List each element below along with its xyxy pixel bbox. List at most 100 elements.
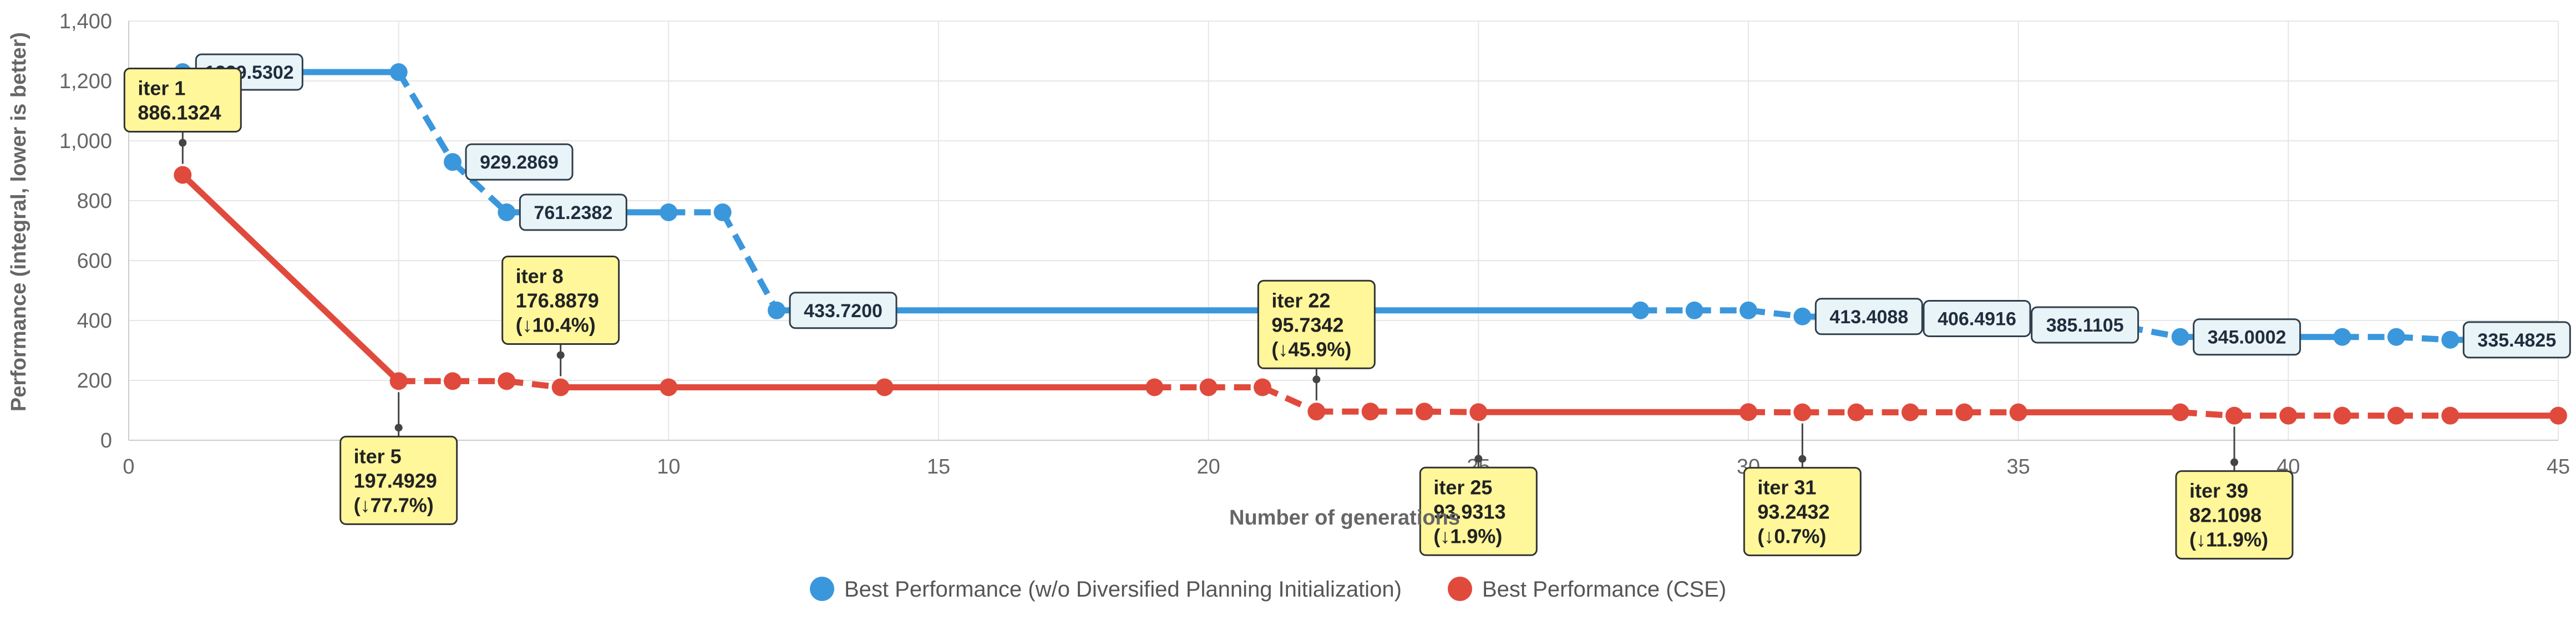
annotation-dot (1312, 375, 1321, 384)
data-point (2171, 328, 2189, 346)
legend: Best Performance (w/o Diversified Planni… (810, 577, 1726, 602)
legend-label: Best Performance (CSE) (1482, 577, 1726, 602)
legend-label: Best Performance (w/o Diversified Planni… (844, 577, 1402, 602)
legend-item[interactable]: Best Performance (CSE) (1448, 577, 1726, 602)
x-tick-label: 45 (2547, 455, 2570, 479)
annotation-text: (↓1.9%) (1433, 525, 1502, 547)
legend-swatch (1448, 577, 1472, 601)
data-point (1199, 378, 1218, 396)
data-point (2009, 403, 2027, 421)
data-point (1901, 403, 1919, 421)
data-point (1740, 403, 1757, 421)
series-line-segment (450, 160, 509, 215)
data-point (1361, 403, 1380, 421)
x-tick-label: 20 (1197, 455, 1220, 479)
data-point (444, 153, 462, 171)
data-point (1469, 403, 1488, 421)
value-label: 761.2382 (519, 194, 627, 231)
annotation-dot (556, 351, 565, 359)
annotation-dot (394, 424, 403, 432)
annotation-text: iter 39 (2189, 480, 2248, 502)
data-point (2279, 406, 2298, 425)
x-tick-label: 0 (123, 455, 134, 479)
value-label: 345.0002 (2193, 318, 2301, 356)
series-line-segment (719, 211, 779, 312)
y-tick-label: 800 (77, 190, 112, 213)
value-label-text: 385.1105 (2046, 315, 2124, 336)
annotation-text: (↓77.7%) (354, 493, 434, 516)
value-label-text: 761.2382 (534, 202, 612, 223)
data-point (1254, 378, 1271, 396)
data-point (2333, 406, 2351, 425)
annotation-text: 93.2432 (1757, 501, 1829, 523)
data-point (875, 378, 894, 396)
annotation-dot (1798, 455, 1807, 463)
data-point (2441, 330, 2460, 349)
y-tick-label: 600 (77, 250, 112, 273)
annotation-text: (↓11.9%) (2189, 528, 2268, 551)
annotation-text: 93.9313 (1433, 500, 1505, 523)
data-point (1307, 403, 1326, 421)
y-axis-title: Performance (integral, lower is better) (7, 32, 31, 411)
value-label: 413.4088 (1814, 298, 1923, 335)
data-point (2387, 406, 2405, 425)
annotation-text: 95.7342 (1271, 313, 1343, 336)
series-line-segment (1748, 307, 1803, 320)
value-label-text: 406.4916 (1938, 308, 2016, 329)
y-tick-label: 1,400 (59, 10, 112, 33)
value-label-text: 433.7200 (804, 301, 883, 322)
series-line-segment (506, 378, 561, 390)
annotation-text: iter 31 (1757, 476, 1816, 499)
y-tick-label: 200 (77, 369, 112, 393)
annotation-text: 886.1324 (138, 101, 221, 124)
series-line-segment (2396, 334, 2451, 343)
legend-item[interactable]: Best Performance (w/o Diversified Planni… (810, 577, 1402, 602)
y-tick-label: 1,200 (59, 70, 112, 93)
data-point (1793, 307, 1812, 325)
data-point (2225, 406, 2243, 425)
annotation-text: 82.1098 (2189, 504, 2261, 527)
annotation-dot (179, 139, 187, 147)
series-line-segment (2180, 409, 2235, 419)
data-point (389, 63, 408, 82)
data-point (2441, 406, 2460, 425)
annotation-text: iter 1 (138, 77, 185, 99)
annotation-text: 176.8879 (516, 289, 599, 312)
data-point (1793, 403, 1812, 421)
y-tick-label: 1,000 (59, 130, 112, 153)
data-point (768, 301, 785, 319)
annotation-text: iter 22 (1271, 289, 1330, 312)
data-point (2549, 406, 2567, 425)
data-point (389, 372, 408, 390)
annotation-text: iter 8 (516, 264, 564, 287)
data-point (551, 378, 570, 396)
value-label: 335.4825 (2462, 321, 2571, 359)
data-point (1416, 403, 1433, 421)
value-label: 406.4916 (1923, 299, 2031, 337)
series-line-segment (180, 172, 401, 384)
annotation-text: (↓45.9%) (1271, 338, 1351, 360)
annotation-text: iter 5 (354, 445, 402, 467)
data-point (1740, 301, 1757, 319)
data-point (1685, 301, 1703, 319)
legend-swatch (810, 577, 834, 601)
y-tick-label: 0 (100, 429, 112, 452)
data-point (1955, 403, 1974, 421)
grid-lines (128, 21, 2559, 441)
annotation-text: (↓0.7%) (1757, 525, 1826, 548)
data-point (713, 203, 732, 221)
y-tick-label: 400 (77, 309, 112, 333)
annotation-text: 197.4929 (354, 469, 437, 492)
data-point (174, 166, 192, 184)
value-label: 385.1105 (2031, 306, 2139, 344)
